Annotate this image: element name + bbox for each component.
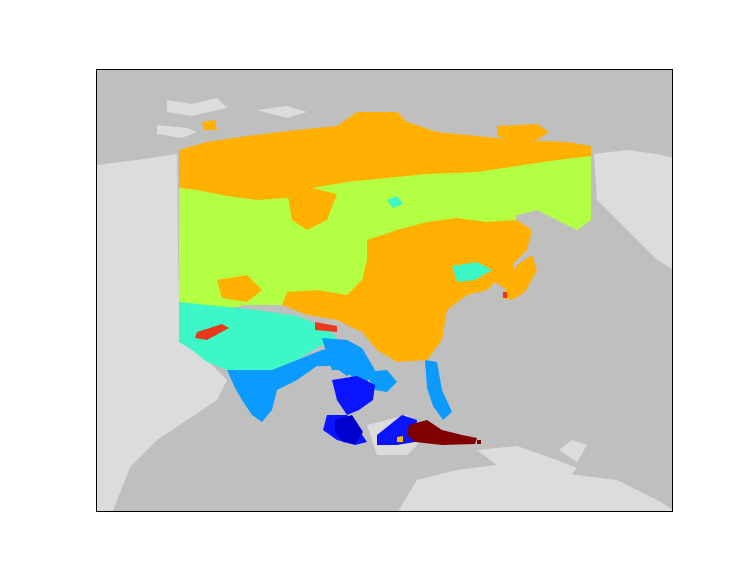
region-teal-central [179,302,337,370]
asia-classification-map [97,70,672,511]
region-red-japan [503,292,507,298]
region-skyblue-sea [322,338,375,382]
map-frame [96,69,673,512]
region-skyblue-philippines [425,360,452,420]
land-africa-horn [97,400,137,511]
region-orange-north [179,112,591,200]
region-maroon-dot [477,440,481,444]
region-orange-siberia [287,188,337,230]
region-teal-coast [387,196,403,208]
region-red-himalaya [315,322,337,332]
region-red-west [195,324,229,340]
land-australia-north [398,465,672,511]
land-novaya [167,98,227,116]
region-deepblue-borneo [377,415,417,445]
region-orange-north-isl [202,120,217,130]
region-orange-japan [502,255,537,300]
land-north-america [594,150,672,269]
region-orange-ne [497,124,549,142]
region-orange-china [282,218,532,362]
land-new-guinea [477,446,577,480]
region-orange-west [217,275,262,302]
land-arctic-islands [157,125,197,138]
region-darkblue-sumatra [335,415,363,444]
land-east-islands [559,440,587,462]
region-orange-borneo [397,436,403,442]
region-skyblue-india [227,348,357,422]
region-teal-ne [452,262,492,282]
region-deepblue-thai [332,376,375,415]
land-severnaya [257,106,307,118]
land-caspian-region [97,230,179,335]
region-maroon-papua [407,420,477,445]
region-skyblue-indochina [365,370,397,392]
